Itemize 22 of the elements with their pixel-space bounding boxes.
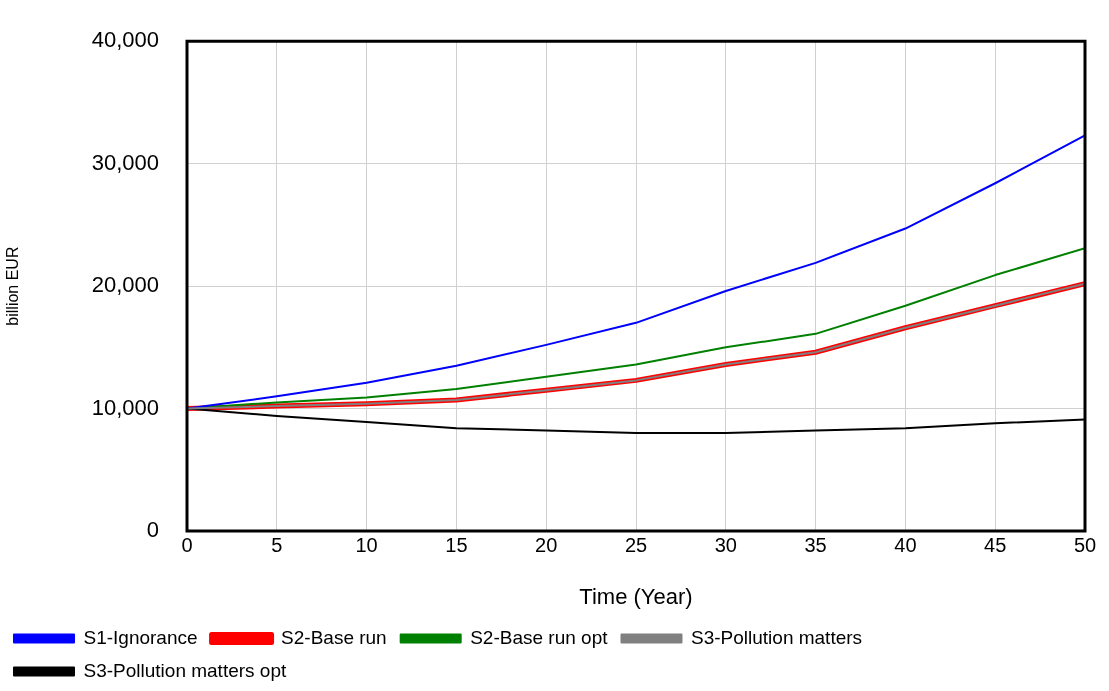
x-axis-title: Time (Year): [579, 583, 693, 609]
y-tick-label: 40,000: [91, 27, 159, 53]
y-tick-label: 30,000: [91, 149, 159, 175]
x-tick-label: 10: [355, 533, 378, 556]
x-tick-label: 15: [445, 533, 468, 556]
x-tick-label: 25: [624, 533, 648, 556]
legend-label: S1-Ignorance: [83, 626, 198, 648]
y-tick-label: 10,000: [91, 394, 159, 420]
legend-label: S2-Base run: [281, 626, 387, 648]
x-tick-label: 35: [804, 533, 827, 556]
legend-label: S2-Base run opt: [470, 626, 609, 648]
x-tick-label: 40: [894, 533, 917, 556]
legend-label: S3-Pollution matters: [690, 626, 863, 648]
y-axis-title: billion EUR: [4, 246, 22, 326]
x-tick-label: 20: [535, 533, 558, 556]
y-tick-label: 20,000: [91, 272, 159, 298]
x-tick-label: 5: [271, 533, 283, 556]
legend-label: S3-Pollution matters opt: [83, 659, 287, 681]
x-tick-label: 0: [181, 533, 193, 556]
x-tick-label: 30: [714, 533, 737, 556]
x-tick-label: 50: [1073, 533, 1097, 556]
x-tick-label: 45: [984, 533, 1007, 556]
